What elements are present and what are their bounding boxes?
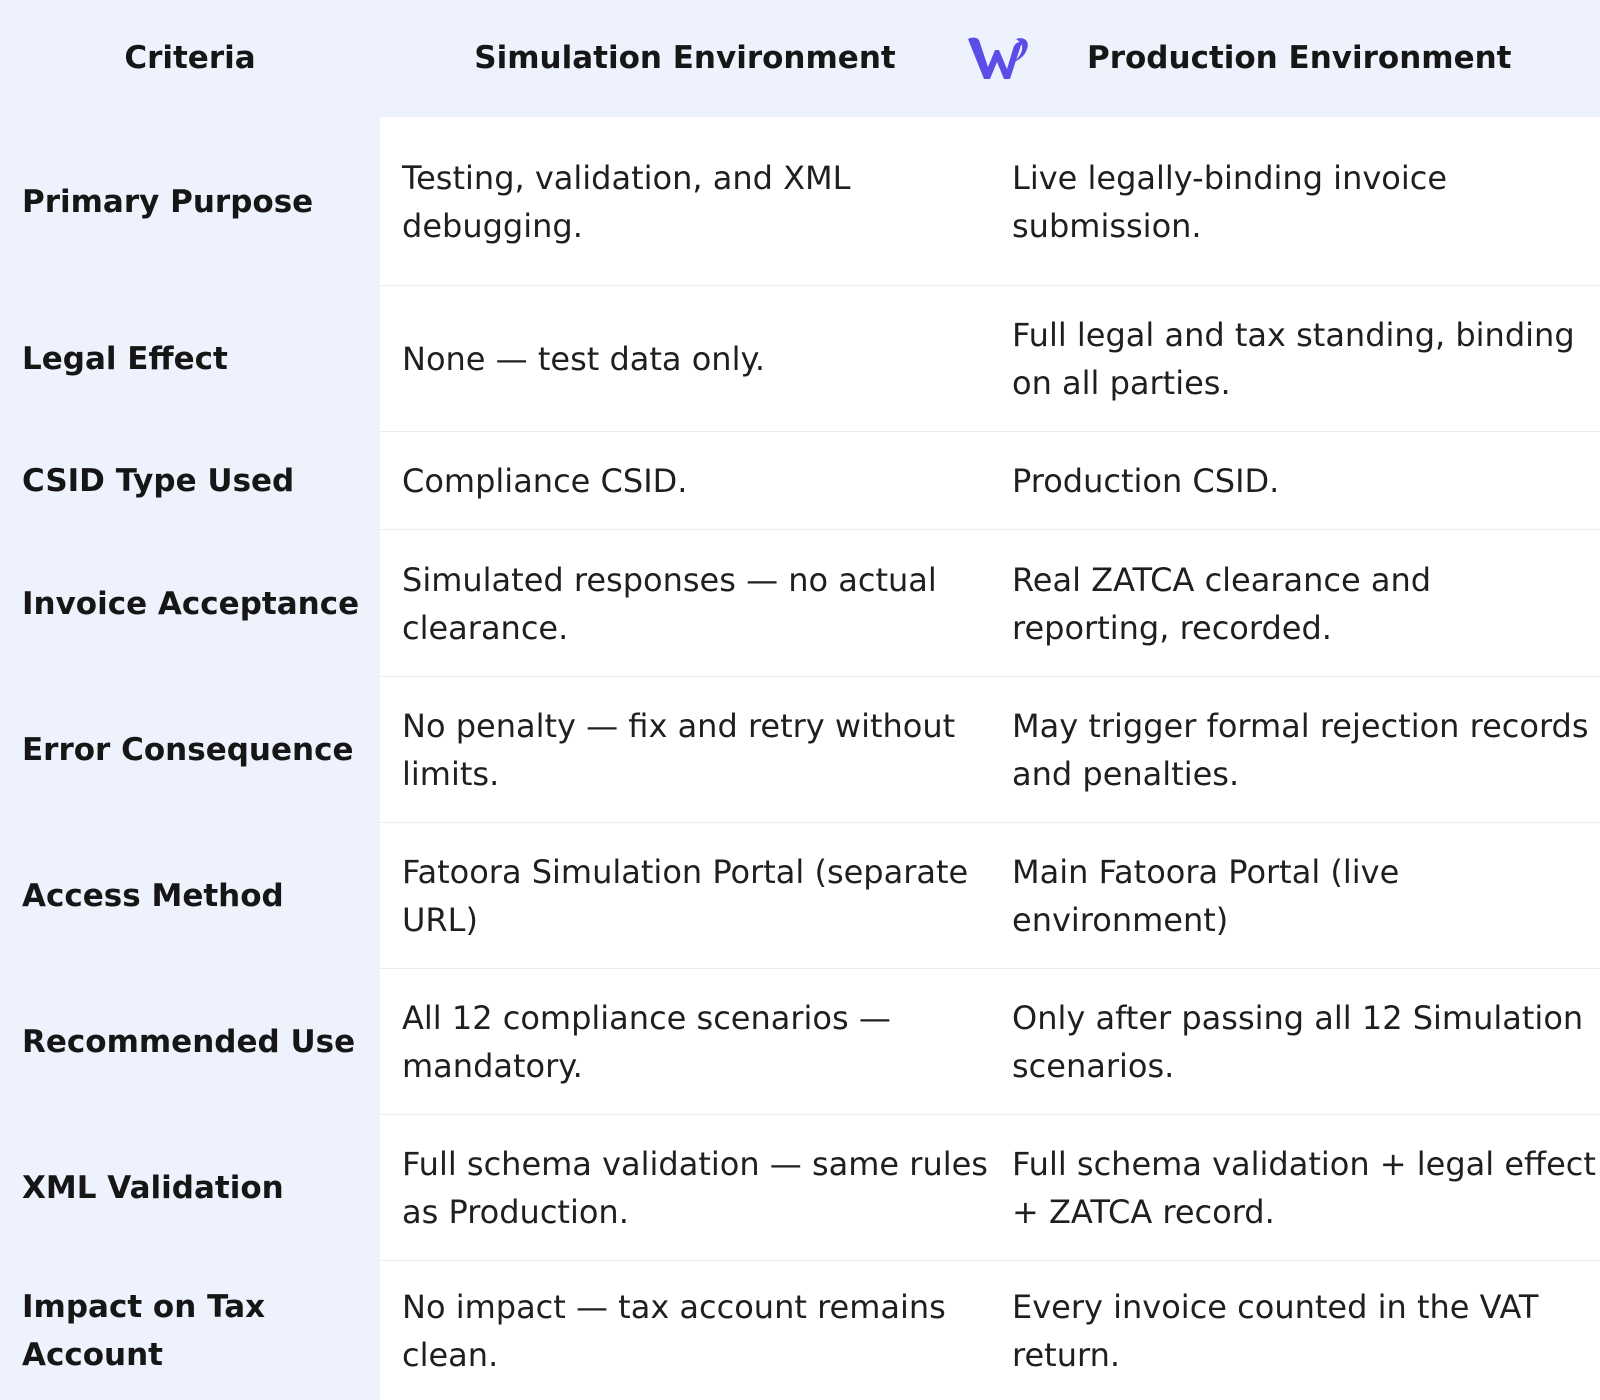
row-criteria: Error Consequence [22,732,354,768]
row-simulation-value: None — test data only. [402,340,765,378]
table-row: Invoice Acceptance Simulated responses —… [0,530,1600,677]
row-criteria: Impact on Tax Account [22,1288,266,1373]
row-criteria: Recommended Use [22,1024,356,1060]
header-production-environment: Production Environment [1087,40,1512,76]
row-simulation-value: Full schema validation — same rules as P… [402,1145,988,1231]
row-divider [380,822,1600,823]
table-row: Primary Purpose Testing, validation, and… [0,117,1600,286]
row-production-value: Real ZATCA clearance and reporting, reco… [1012,560,1432,647]
row-divider [380,285,1600,286]
row-criteria: CSID Type Used [22,463,295,499]
table-row: CSID Type Used Compliance CSID. Producti… [0,432,1600,530]
row-production-value: Full schema validation + legal effect + … [1012,1145,1596,1231]
row-simulation-value: Simulated responses — no actual clearanc… [402,560,937,647]
table-row: Access Method Fatoora Simulation Portal … [0,823,1600,969]
row-production-value: Live legally-binding invoice submission. [1012,158,1448,245]
row-simulation-value: Compliance CSID. [402,462,688,500]
row-simulation-value: Fatoora Simulation Portal (separate URL) [402,853,969,939]
row-divider [380,431,1600,432]
table-row: Legal Effect None — test data only. Full… [0,286,1600,432]
row-simulation-value: No impact — tax account remains clean. [402,1287,946,1374]
table-row: Impact on Tax Account No impact — tax ac… [0,1261,1600,1400]
row-simulation-value: All 12 compliance scenarios — mandatory. [402,999,891,1085]
row-production-value: Full legal and tax standing, binding on … [1012,316,1575,402]
row-production-value: Only after passing all 12 Simulation sce… [1012,999,1584,1085]
row-simulation-value: Testing, validation, and XML debugging. [402,158,851,245]
row-divider [380,1114,1600,1115]
row-production-value: May trigger formal rejection records and… [1012,707,1589,793]
header-simulation-environment: Simulation Environment [474,40,896,76]
table-row: XML Validation Full schema validation — … [0,1115,1600,1261]
row-criteria: XML Validation [22,1170,284,1206]
row-divider [380,1260,1600,1261]
row-production-value: Production CSID. [1012,462,1280,500]
row-simulation-value: No penalty — fix and retry without limit… [402,707,956,793]
brand-w-logo-icon [968,37,1028,79]
row-criteria: Access Method [22,878,284,914]
row-production-value: Every invoice counted in the VAT return. [1012,1287,1539,1374]
row-criteria: Primary Purpose [22,183,314,220]
table-row: Recommended Use All 12 compliance scenar… [0,969,1600,1115]
table-header: Criteria Simulation Environment Producti… [0,0,1600,117]
row-criteria: Invoice Acceptance [22,585,360,622]
header-criteria: Criteria [124,40,256,76]
table-row: Error Consequence No penalty — fix and r… [0,677,1600,823]
row-divider [380,676,1600,677]
row-divider [380,529,1600,530]
row-criteria: Legal Effect [22,341,228,377]
criteria-column-background [0,117,380,1400]
row-divider [380,968,1600,969]
row-production-value: Main Fatoora Portal (live environment) [1012,853,1400,939]
